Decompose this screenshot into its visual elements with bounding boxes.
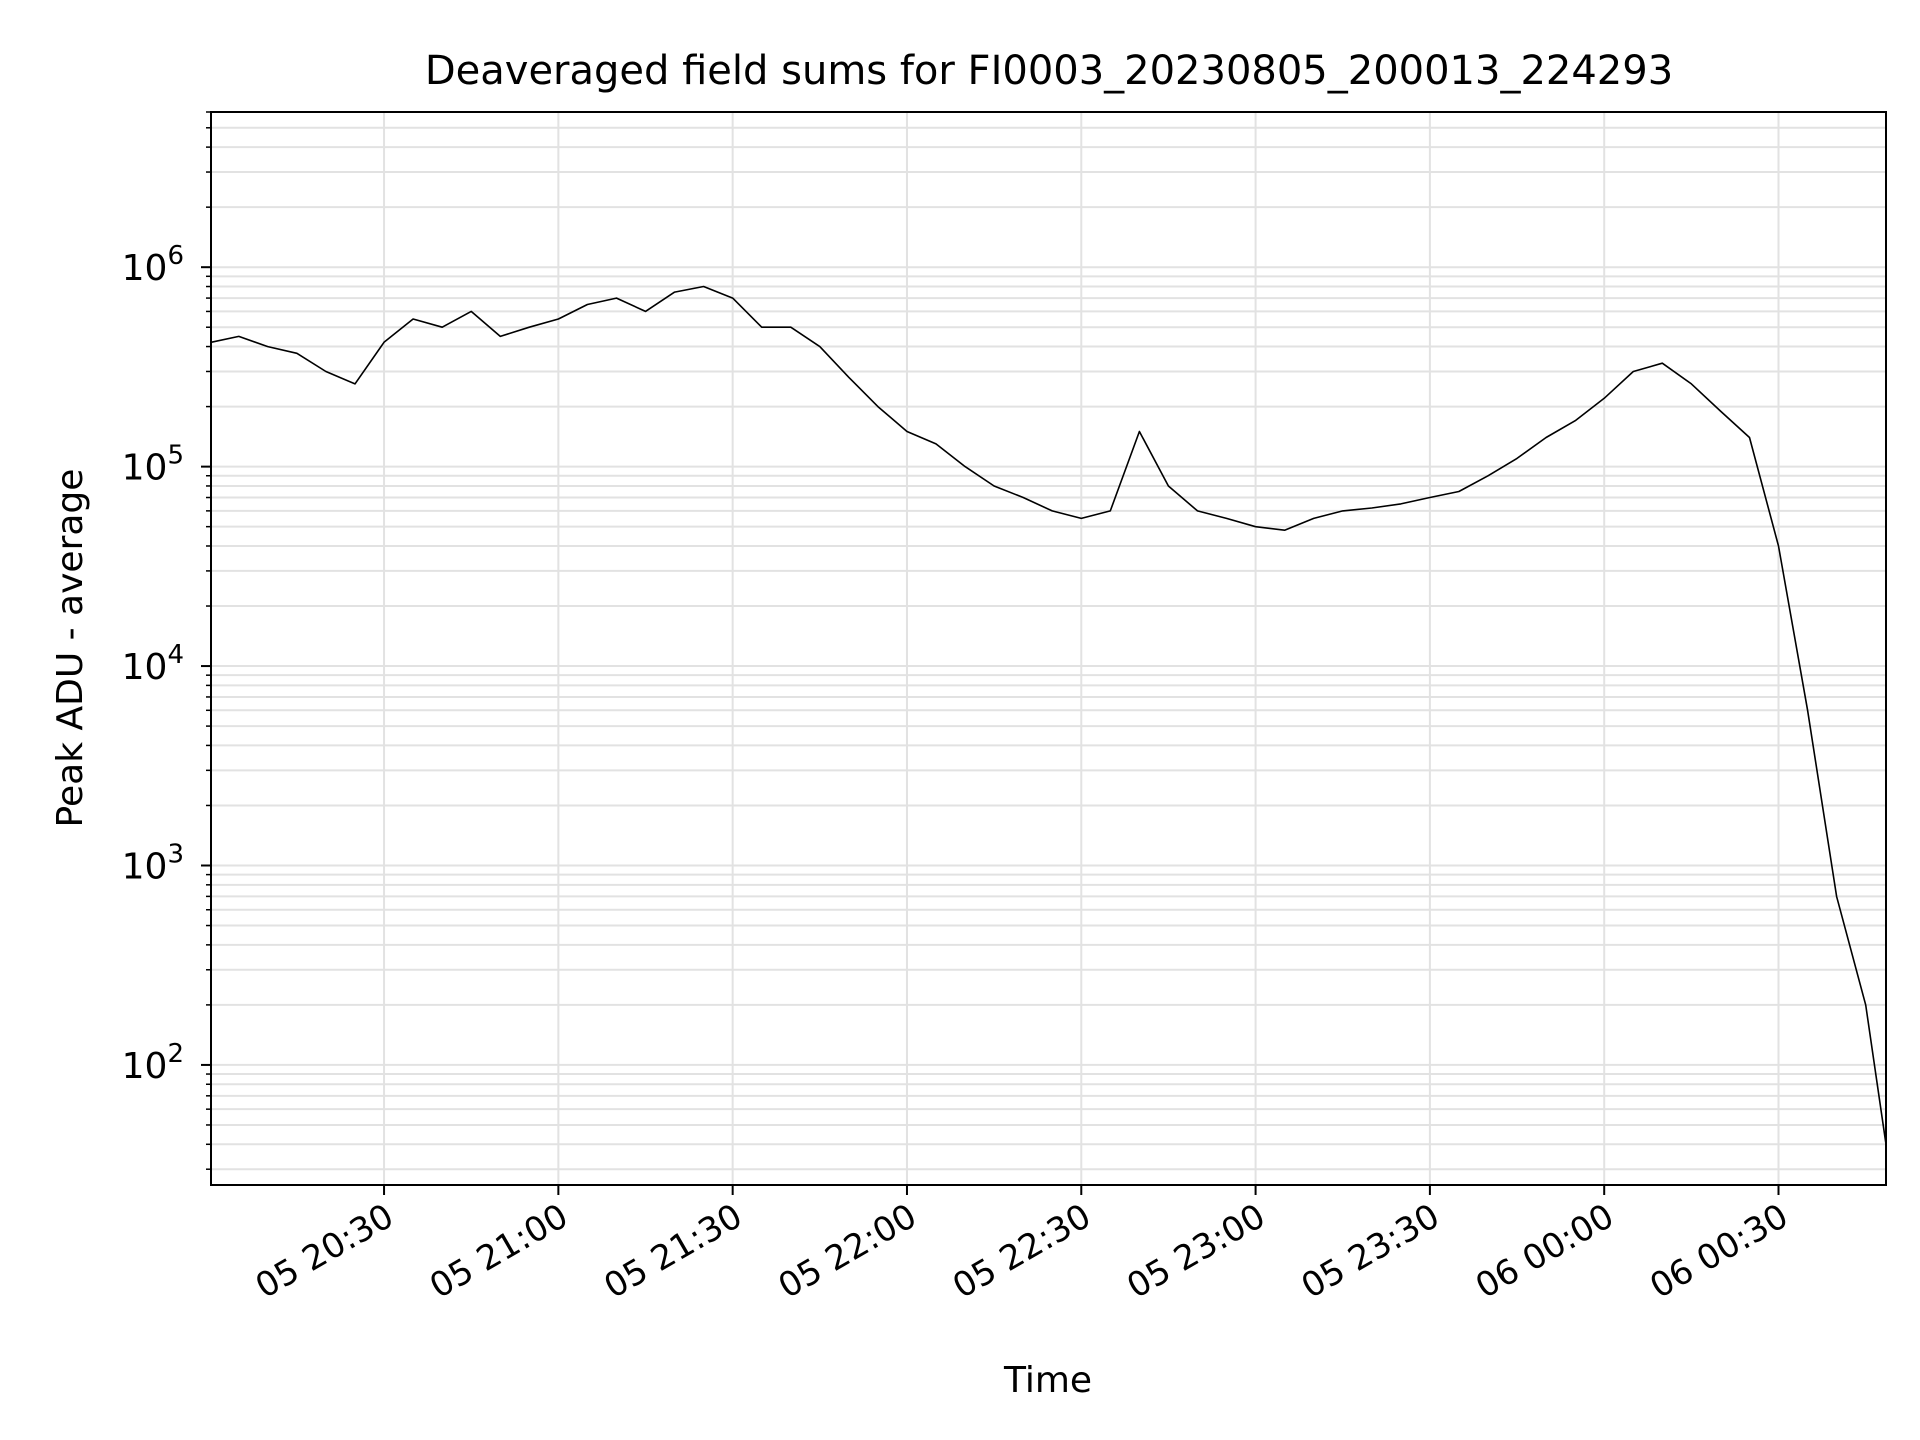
y-ticks: 102 103 104 105 106 xyxy=(122,111,211,1170)
plot-frame xyxy=(210,111,1887,1186)
chart-title: Deaveraged field sums for FI0003_2023080… xyxy=(425,48,1673,94)
y-tick-label: 103 xyxy=(122,839,184,887)
y-tick-label: 105 xyxy=(122,441,184,489)
y-tick-label: 104 xyxy=(122,640,184,688)
y-tick-label: 106 xyxy=(122,241,184,289)
y-tick-label: 102 xyxy=(122,1039,184,1087)
series-layer xyxy=(210,285,1887,1145)
y-axis-label: Peak ADU - average xyxy=(50,469,91,828)
x-axis-label: Time xyxy=(1003,1360,1092,1401)
gridlines xyxy=(211,111,1886,1185)
series-line xyxy=(210,285,1887,1145)
